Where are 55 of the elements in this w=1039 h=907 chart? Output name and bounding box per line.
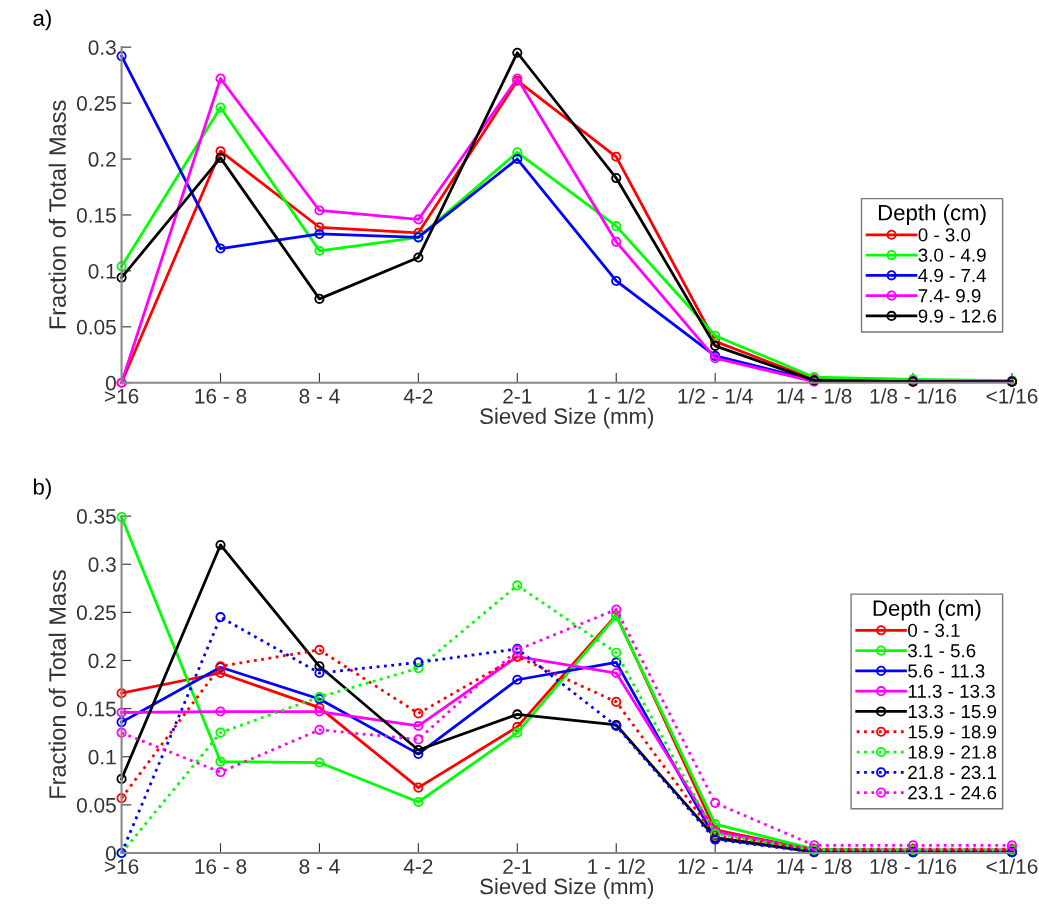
y-tick-label: 0.2 — [88, 152, 116, 167]
y-tick-label: 0.05 — [76, 797, 116, 813]
x-tick-label: 8 - 4 — [299, 859, 340, 874]
legend-label: 3.0 - 4.9 — [918, 248, 986, 262]
y-tick-label: 0 — [105, 846, 116, 861]
legend-label: 13.3 - 15.9 — [908, 704, 997, 719]
legend-label: 21.8 - 23.1 — [908, 765, 997, 780]
legend-label: 0 - 3.1 — [908, 623, 960, 638]
x-tick-label: 16 - 8 — [195, 859, 247, 874]
y-tick-label: 0.35 — [76, 509, 116, 524]
x-tick-label: 1/2 - 1/4 — [678, 388, 753, 404]
x-tick-label: 4-2 — [403, 388, 433, 404]
legend-label: 4.9 - 7.4 — [918, 268, 987, 283]
y-tick-label: 0.25 — [76, 605, 116, 621]
chart-title: b) — [33, 478, 51, 500]
legend-label: 15.9 - 18.9 — [908, 725, 997, 739]
y-tick-label: 0.25 — [76, 96, 116, 111]
legend-label: 7.4- 9.9 — [918, 289, 981, 303]
x-tick-label: 1/2 - 1/4 — [678, 858, 753, 874]
legend-label: 18.9 - 21.8 — [908, 745, 997, 759]
x-tick-label: 8 - 4 — [299, 388, 340, 404]
y-tick-label: 0.3 — [88, 40, 116, 55]
x-tick-label: <1/16 — [986, 858, 1038, 874]
y-tick-label: 0.1 — [88, 749, 116, 765]
legend-label: 3.1 - 5.6 — [908, 644, 976, 658]
x-tick-label: 1/8 - 1/16 — [870, 388, 957, 404]
x-axis-title: Sieved Size (mm) — [480, 407, 654, 429]
y-tick-label: 0.2 — [88, 653, 116, 669]
x-tick-label: 1/4 - 1/8 — [777, 858, 852, 874]
x-tick-label: 16 - 8 — [195, 388, 247, 404]
x-axis-title: Sieved Size (mm) — [480, 878, 654, 899]
y-tick-label: 0.3 — [88, 557, 116, 572]
x-tick-label: >16 — [104, 859, 139, 874]
x-tick-label: 1 - 1/2 — [588, 388, 645, 404]
x-tick-label: 1/4 - 1/8 — [777, 388, 852, 404]
y-axis-title: Fraction of Total Mass — [48, 570, 66, 798]
x-tick-label: 1/8 - 1/16 — [870, 858, 957, 874]
legend-label: 9.9 - 12.6 — [918, 309, 997, 323]
x-tick-label: 1 - 1/2 — [588, 858, 645, 874]
x-tick-label: 4-2 — [403, 859, 433, 874]
y-tick-label: 0.15 — [76, 701, 116, 717]
x-tick-label: 2-1 — [503, 388, 532, 404]
legend-label: 11.3 - 13.3 — [908, 684, 995, 698]
legend-label: 23.1 - 24.6 — [908, 786, 997, 800]
x-tick-label: 2-1 — [503, 859, 532, 874]
y-tick-label: 0.05 — [76, 319, 116, 335]
chart-title: a) — [33, 9, 51, 31]
y-tick-label: 0.1 — [88, 263, 116, 279]
legend-title: Depth (cm) — [878, 204, 986, 225]
y-axis-title: Fraction of Total Mass — [48, 100, 66, 329]
legend-label: 5.6 - 11.3 — [908, 664, 985, 678]
legend-label: 0 - 3.0 — [918, 228, 971, 242]
x-tick-label: <1/16 — [986, 388, 1038, 404]
legend-title: Depth (cm) — [873, 599, 981, 621]
y-tick-label: 0.15 — [76, 207, 116, 223]
